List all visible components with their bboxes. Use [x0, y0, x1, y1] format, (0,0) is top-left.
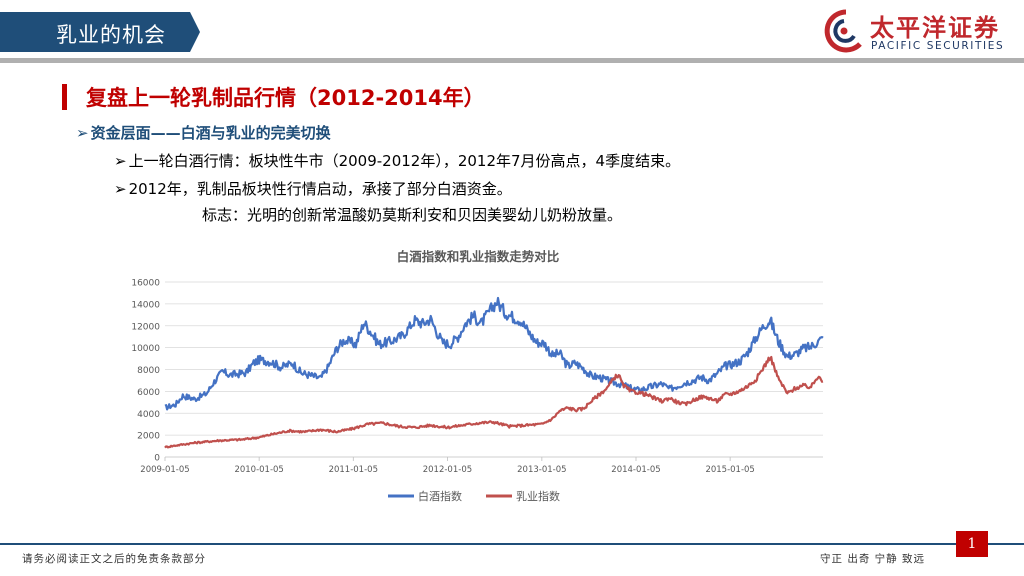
- x-tick-label: 2011-01-05: [329, 465, 378, 475]
- arrow-bullet-icon: ➢: [114, 180, 127, 198]
- bullet-level2: ➢ 2012年，乳制品板块性行情启动，承接了部分白酒资金。: [114, 178, 512, 199]
- bullet-note: 标志：光明的创新常温酸奶莫斯利安和贝因美婴幼儿奶粉放量。: [202, 206, 623, 224]
- legend-label: 乳业指数: [516, 489, 560, 503]
- footer-disclaimer: 请务必阅读正文之后的免责条款部分: [22, 553, 206, 565]
- y-tick-label: 10000: [131, 344, 160, 354]
- series-line-1: [164, 296, 824, 411]
- y-tick-label: 16000: [131, 279, 160, 289]
- bullet-text: 2012年，乳制品板块性行情启动，承接了部分白酒资金。: [128, 180, 512, 198]
- bullet-level2: ➢ 上一轮白酒行情：板块性牛市（2009-2012年），2012年7月份高点，4季…: [114, 150, 680, 171]
- logo-name-cn: 太平洋证券: [870, 14, 1000, 42]
- section-tab: 乳业的机会: [0, 12, 200, 52]
- y-tick-label: 12000: [131, 322, 160, 332]
- bullet-text: 资金层面——白酒与乳业的完美切换: [90, 124, 331, 142]
- series-line-2: [164, 355, 824, 449]
- chart-legend: 白酒指数 乳业指数: [388, 489, 560, 503]
- y-tick-label: 0: [154, 454, 160, 464]
- x-axis: 2009-01-05 2010-01-05 2011-01-05 2012-01-05…: [140, 457, 755, 475]
- header-divider: [0, 58, 1024, 63]
- arrow-bullet-icon: ➢: [76, 124, 89, 142]
- section-tab-label: 乳业的机会: [56, 23, 166, 47]
- chart-grid: [165, 281, 823, 458]
- y-tick-label: 4000: [137, 410, 160, 420]
- y-axis: 0 2000 4000 6000 8000 10000 12000 14000 16000: [131, 279, 160, 464]
- y-tick-label: 6000: [137, 388, 160, 398]
- footer-motto: 守正 出奇 宁静 致远: [820, 553, 926, 565]
- x-tick-label: 2014-01-05: [611, 465, 660, 475]
- chart-title: 白酒指数和乳业指数走势对比: [397, 249, 560, 264]
- x-tick-label: 2013-01-05: [517, 465, 566, 475]
- chart-series: [164, 296, 824, 449]
- logo-name-en: PACIFIC SECURITIES: [871, 40, 1005, 52]
- pacific-logo-icon: [824, 9, 862, 53]
- slide-title: 复盘上一轮乳制品行情（2012-2014年）: [86, 86, 485, 110]
- bullet-text: 上一轮白酒行情：板块性牛市（2009-2012年），2012年7月份高点，4季度…: [128, 152, 681, 170]
- company-logo: 太平洋证券 PACIFIC SECURITIES: [824, 6, 1020, 56]
- arrow-bullet-icon: ➢: [114, 152, 127, 170]
- x-tick-label: 2015-01-05: [705, 465, 754, 475]
- y-tick-label: 8000: [137, 366, 160, 376]
- legend-label: 白酒指数: [418, 489, 462, 503]
- line-chart: 白酒指数和乳业指数走势对比 0 2000 4000 6000 8000 10000 1200…: [131, 249, 824, 503]
- x-tick-label: 2010-01-05: [234, 465, 283, 475]
- bullet-level1: ➢ 资金层面——白酒与乳业的完美切换: [76, 122, 331, 143]
- footer-divider: [0, 543, 1024, 545]
- page-number: 1: [956, 531, 988, 557]
- x-tick-label: 2009-01-05: [140, 465, 189, 475]
- x-tick-label: 2012-01-05: [423, 465, 472, 475]
- y-tick-label: 14000: [131, 300, 160, 310]
- y-tick-label: 2000: [137, 432, 160, 442]
- title-accent-bar: [62, 84, 67, 110]
